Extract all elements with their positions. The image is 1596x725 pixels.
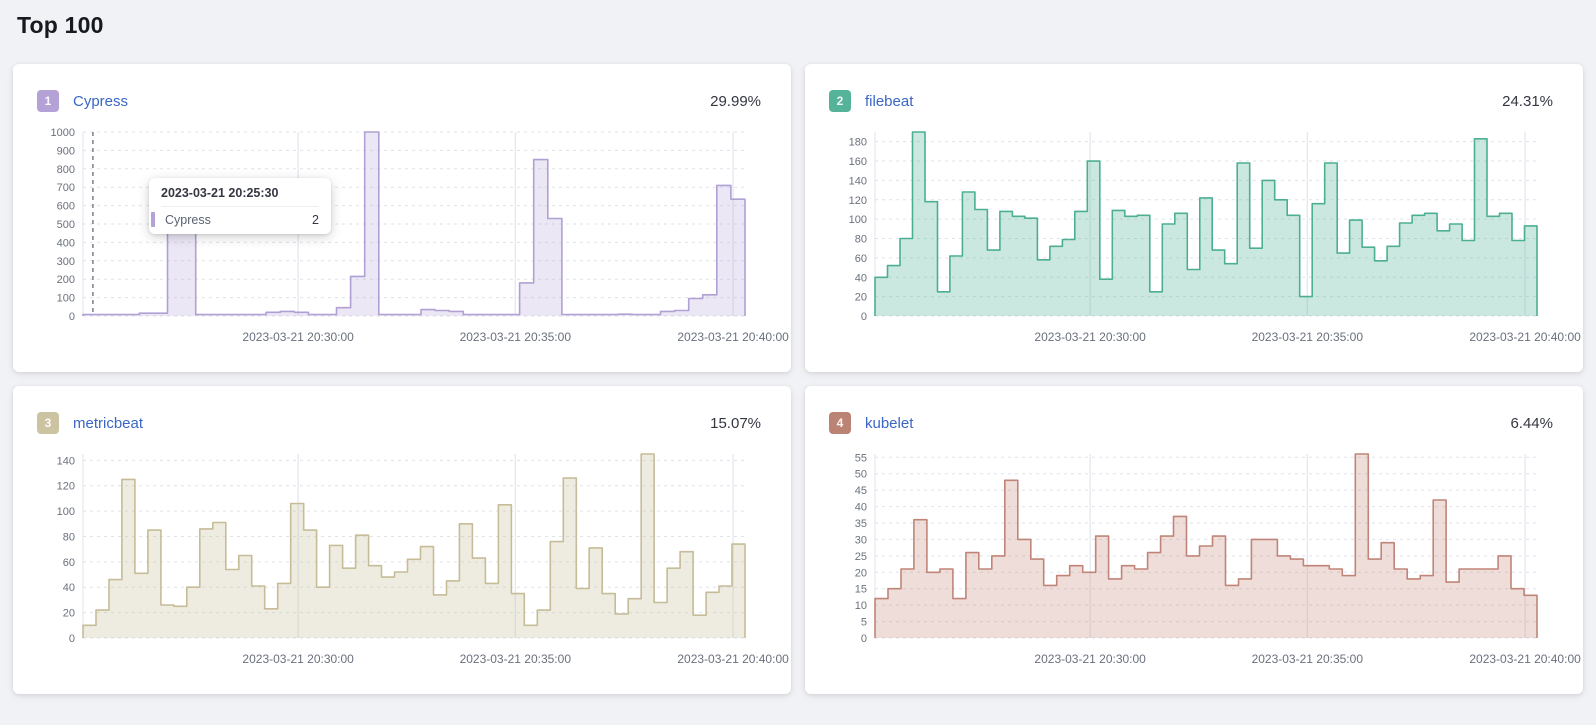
ranked-card-filebeat: 2 filebeat 24.31% 0 20 40 60 80 100 120 140 160 1… (805, 64, 1583, 372)
ranked-card-cypress: 1 Cypress 29.99% 0 100 200 300 400 500 600 700 8… (13, 64, 791, 372)
svg-text:140: 140 (57, 455, 75, 467)
service-link-metricbeat[interactable]: metricbeat (73, 414, 144, 432)
svg-text:2023-03-21 20:30:00: 2023-03-21 20:30:00 (1034, 330, 1146, 344)
svg-text:60: 60 (855, 253, 867, 265)
svg-text:55: 55 (855, 452, 867, 464)
svg-text:80: 80 (855, 234, 867, 246)
cards-grid: 1 Cypress 29.99% 0 100 200 300 400 500 600 700 8… (13, 64, 1583, 694)
svg-text:100: 100 (57, 506, 75, 518)
svg-text:2023-03-21 20:30:00: 2023-03-21 20:30:00 (242, 330, 354, 344)
svg-text:2023-03-21 20:35:00: 2023-03-21 20:35:00 (460, 330, 572, 344)
card-header: 1 Cypress 29.99% (37, 90, 767, 112)
tooltip-timestamp: 2023-03-21 20:25:30 (161, 186, 319, 207)
timeseries-chart-filebeat[interactable]: 0 20 40 60 80 100 120 140 160 180 2023-03-21 20:30… (829, 122, 1581, 350)
svg-text:0: 0 (861, 311, 867, 323)
svg-text:2023-03-21 20:35:00: 2023-03-21 20:35:00 (1252, 330, 1364, 344)
series-marker (151, 212, 155, 227)
timeseries-chart-kubelet[interactable]: 0 5 10 15 20 25 30 35 40 45 50 55 2023-03-21 20:30:0… (829, 444, 1581, 672)
svg-text:600: 600 (57, 201, 75, 213)
svg-text:2023-03-21 20:35:00: 2023-03-21 20:35:00 (1252, 652, 1364, 666)
card-header: 3 metricbeat 15.07% (37, 412, 767, 434)
tooltip-series-row: Cypress 2 (151, 212, 319, 227)
svg-text:40: 40 (63, 582, 75, 594)
svg-text:2023-03-21 20:35:00: 2023-03-21 20:35:00 (460, 652, 572, 666)
chart-tooltip: 2023-03-21 20:25:30 Cypress 2 (149, 178, 331, 234)
svg-text:25: 25 (855, 551, 867, 563)
svg-text:2023-03-21 20:40:00: 2023-03-21 20:40:00 (1469, 652, 1581, 666)
percentage-value: 29.99% (710, 92, 761, 110)
svg-text:120: 120 (849, 195, 867, 207)
svg-text:40: 40 (855, 502, 867, 514)
percentage-value: 6.44% (1510, 414, 1553, 432)
svg-text:40: 40 (855, 272, 867, 284)
svg-text:20: 20 (855, 292, 867, 304)
service-link-cypress[interactable]: Cypress (73, 92, 129, 110)
card-header: 4 kubelet 6.44% (829, 412, 1559, 434)
tooltip-series-value: 2 (312, 212, 319, 227)
percentage-value: 24.31% (1502, 92, 1553, 110)
svg-text:120: 120 (57, 481, 75, 493)
timeseries-chart-cypress[interactable]: 0 100 200 300 400 500 600 700 800 900 1000 2023-03-… (37, 122, 790, 350)
svg-text:180: 180 (849, 137, 867, 149)
svg-text:400: 400 (57, 237, 75, 249)
ranked-card-metricbeat: 3 metricbeat 15.07% 0 20 40 60 80 100 120 140 20… (13, 386, 791, 694)
svg-text:30: 30 (855, 534, 867, 546)
ranked-card-kubelet: 4 kubelet 6.44% 0 5 10 15 20 25 30 35 40 45 50 55 20… (805, 386, 1583, 694)
svg-text:5: 5 (861, 617, 867, 629)
svg-text:2023-03-21 20:40:00: 2023-03-21 20:40:00 (677, 330, 789, 344)
svg-text:45: 45 (855, 485, 867, 497)
svg-text:200: 200 (57, 274, 75, 286)
rank-badge: 3 (37, 412, 59, 434)
svg-text:2023-03-21 20:30:00: 2023-03-21 20:30:00 (242, 652, 354, 666)
svg-text:10: 10 (855, 600, 867, 612)
timeseries-chart-metricbeat[interactable]: 0 20 40 60 80 100 120 140 2023-03-21 20:30:00 202… (37, 444, 789, 672)
svg-text:700: 700 (57, 182, 75, 194)
svg-text:500: 500 (57, 219, 75, 231)
svg-text:100: 100 (57, 293, 75, 305)
rank-badge: 1 (37, 90, 59, 112)
card-header: 2 filebeat 24.31% (829, 90, 1559, 112)
rank-badge: 2 (829, 90, 851, 112)
svg-text:50: 50 (855, 469, 867, 481)
svg-text:2023-03-21 20:40:00: 2023-03-21 20:40:00 (677, 652, 789, 666)
service-link-filebeat[interactable]: filebeat (865, 92, 914, 110)
svg-text:0: 0 (69, 311, 75, 323)
svg-text:2023-03-21 20:30:00: 2023-03-21 20:30:00 (1034, 652, 1146, 666)
svg-text:0: 0 (69, 633, 75, 645)
svg-text:60: 60 (63, 557, 75, 569)
tooltip-series-name: Cypress (165, 212, 211, 227)
svg-text:20: 20 (855, 567, 867, 579)
rank-badge: 4 (829, 412, 851, 434)
svg-text:300: 300 (57, 256, 75, 268)
svg-text:20: 20 (63, 608, 75, 620)
svg-text:2023-03-21 20:40:00: 2023-03-21 20:40:00 (1469, 330, 1581, 344)
service-link-kubelet[interactable]: kubelet (865, 414, 914, 432)
svg-text:100: 100 (849, 214, 867, 226)
svg-text:15: 15 (855, 584, 867, 596)
svg-text:800: 800 (57, 164, 75, 176)
svg-text:160: 160 (849, 156, 867, 168)
percentage-value: 15.07% (710, 414, 761, 432)
svg-text:900: 900 (57, 145, 75, 157)
svg-text:35: 35 (855, 518, 867, 530)
svg-text:80: 80 (63, 531, 75, 543)
page-title: Top 100 (17, 12, 104, 38)
svg-text:0: 0 (861, 633, 867, 645)
svg-text:140: 140 (849, 175, 867, 187)
svg-text:1000: 1000 (51, 127, 75, 139)
